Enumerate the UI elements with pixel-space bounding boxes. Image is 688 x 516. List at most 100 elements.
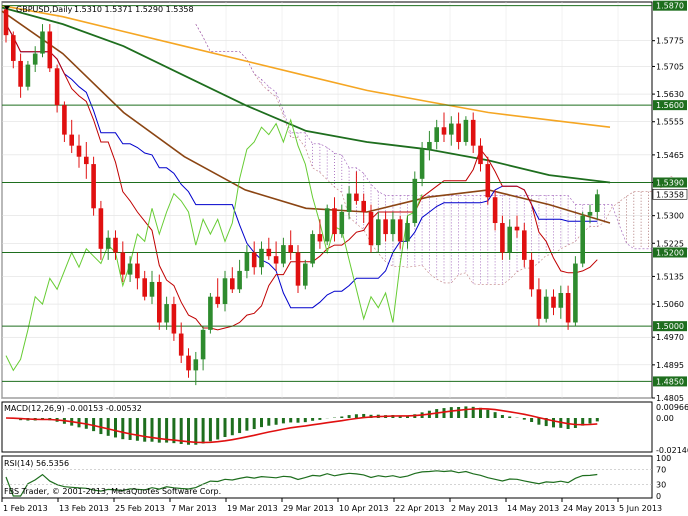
copyright-text: FBS Trader, © 2001-2013, MetaQuotes Soft… <box>4 487 221 496</box>
level-label-box <box>653 100 687 111</box>
price-tick-label: 1.5060 <box>656 300 684 309</box>
candle-body <box>98 208 104 249</box>
price-tick-label: 1.4895 <box>656 361 684 370</box>
price-tick-label: 1.5465 <box>656 151 684 160</box>
candle-body <box>244 252 250 271</box>
level-label: 1.4850 <box>656 377 684 386</box>
candle-body <box>324 208 330 242</box>
macd-label: MACD(12,26,9) -0.00153 -0.00532 <box>4 404 142 413</box>
level-label: 1.5000 <box>656 322 684 331</box>
candle-body <box>587 211 593 216</box>
candle-body <box>237 270 242 290</box>
candle-body <box>368 211 374 246</box>
candle-body <box>332 208 337 235</box>
price-tick-label: 1.5225 <box>656 239 684 248</box>
candle-body <box>142 278 147 297</box>
candle-body <box>478 145 483 165</box>
time-tick-label: 13 Feb 2013 <box>59 504 109 513</box>
time-tick-label: 5 Jun 2013 <box>619 504 662 513</box>
time-tick-label: 7 Mar 2013 <box>171 504 217 513</box>
macd-axis: 0.00966 0.00 -0.02146 <box>656 403 688 455</box>
candle-body <box>558 293 564 308</box>
candle-body <box>456 123 461 142</box>
time-tick-label: 22 Apr 2013 <box>395 504 444 513</box>
candle-body <box>186 355 191 371</box>
ohlc-values: 1.5310 1.5371 1.5290 1.5358 <box>74 5 194 14</box>
candle-body <box>47 31 53 69</box>
candle-body <box>405 223 410 242</box>
rsi-line <box>5 470 598 497</box>
candle-body <box>449 123 454 135</box>
price-tick-label: 1.5705 <box>656 62 684 71</box>
level-label: 1.5870 <box>656 2 684 11</box>
sma-50-line <box>1 10 611 224</box>
rsi-pane[interactable]: RSI(14) 56.5356 FBS Trader, © 2001-2013,… <box>1 454 671 501</box>
rsi-axis: 100 70 30 0 <box>2 454 671 501</box>
price-tick-label: 1.5630 <box>656 90 684 99</box>
candle-body <box>32 53 38 65</box>
candle-body <box>507 226 512 253</box>
price-tick-label: 1.5135 <box>656 272 684 281</box>
candle-body <box>25 64 31 87</box>
level-label: 1.5200 <box>656 248 684 257</box>
symbol-label: GBPUSD,Daily <box>16 5 73 14</box>
candle-body <box>11 35 16 61</box>
indicator-lines <box>1 4 611 372</box>
candle-body <box>412 178 418 224</box>
price-tick-label: 1.4970 <box>656 333 684 342</box>
horizontal-levels <box>2 5 652 382</box>
candle-body <box>295 252 301 286</box>
level-label: 1.5600 <box>656 101 684 110</box>
candle-body <box>113 237 118 253</box>
candle-body <box>40 31 45 54</box>
macd-pane[interactable]: MACD(12,26,9) -0.00153 -0.00532 0.009660… <box>1 401 688 455</box>
time-tick-label: 14 May 2013 <box>507 504 559 513</box>
candle-body <box>105 237 111 249</box>
time-tick-label: 24 May 2013 <box>563 504 615 513</box>
candle-body <box>84 156 89 165</box>
candle-body <box>157 281 162 323</box>
time-axis: 1 Feb 2013 13 Feb 2013 25 Feb 2013 7 Mar 20… <box>1 498 662 513</box>
candle-body <box>500 223 505 253</box>
collapse-triangle-icon[interactable] <box>4 6 10 10</box>
time-tick-label: 25 Feb 2013 <box>115 504 165 513</box>
candle-body <box>251 252 257 268</box>
current-price-box <box>652 188 688 200</box>
candle-body <box>514 226 520 231</box>
tenkan-sen-line <box>5 23 598 331</box>
candle-body <box>434 127 439 142</box>
kijun-sen-line <box>5 23 598 309</box>
candle-body <box>536 289 542 319</box>
level-label-box <box>653 321 687 332</box>
candle-body <box>273 256 279 264</box>
candle-body <box>208 296 213 330</box>
candle-body <box>310 234 315 264</box>
rsi-tick-label: 100 <box>656 454 671 463</box>
price-pane[interactable]: GBPUSD,Daily 1.5310 1.5371 1.5290 1.5358 <box>1 1 688 399</box>
candle-body <box>76 145 82 157</box>
candle-body <box>193 359 199 371</box>
candle-body <box>3 9 9 36</box>
level-label-box <box>653 177 687 188</box>
rsi-tick-label: 0 <box>656 492 661 501</box>
candle-body <box>419 149 425 179</box>
sma-long-line <box>1 4 611 128</box>
candle-body <box>595 194 600 212</box>
candle-body <box>135 263 140 279</box>
level-label-box <box>653 0 687 11</box>
candles <box>3 5 600 386</box>
senkou-span-a <box>195 23 688 285</box>
current-price-label: 1.5358 <box>656 190 684 199</box>
candle-body <box>281 245 286 264</box>
candle-body <box>230 278 235 290</box>
price-tick-label: 1.5775 <box>656 37 684 46</box>
rsi-pane-frame <box>1 455 653 499</box>
time-tick-label: 10 Apr 2013 <box>339 504 388 513</box>
time-tick-label: 2 May 2013 <box>451 504 498 513</box>
level-label-box <box>653 376 687 387</box>
rsi-label: RSI(14) 56.5356 <box>4 459 69 468</box>
time-tick-label: 1 Feb 2013 <box>3 504 48 513</box>
macd-signal-line <box>5 407 598 444</box>
candle-body <box>522 230 527 260</box>
